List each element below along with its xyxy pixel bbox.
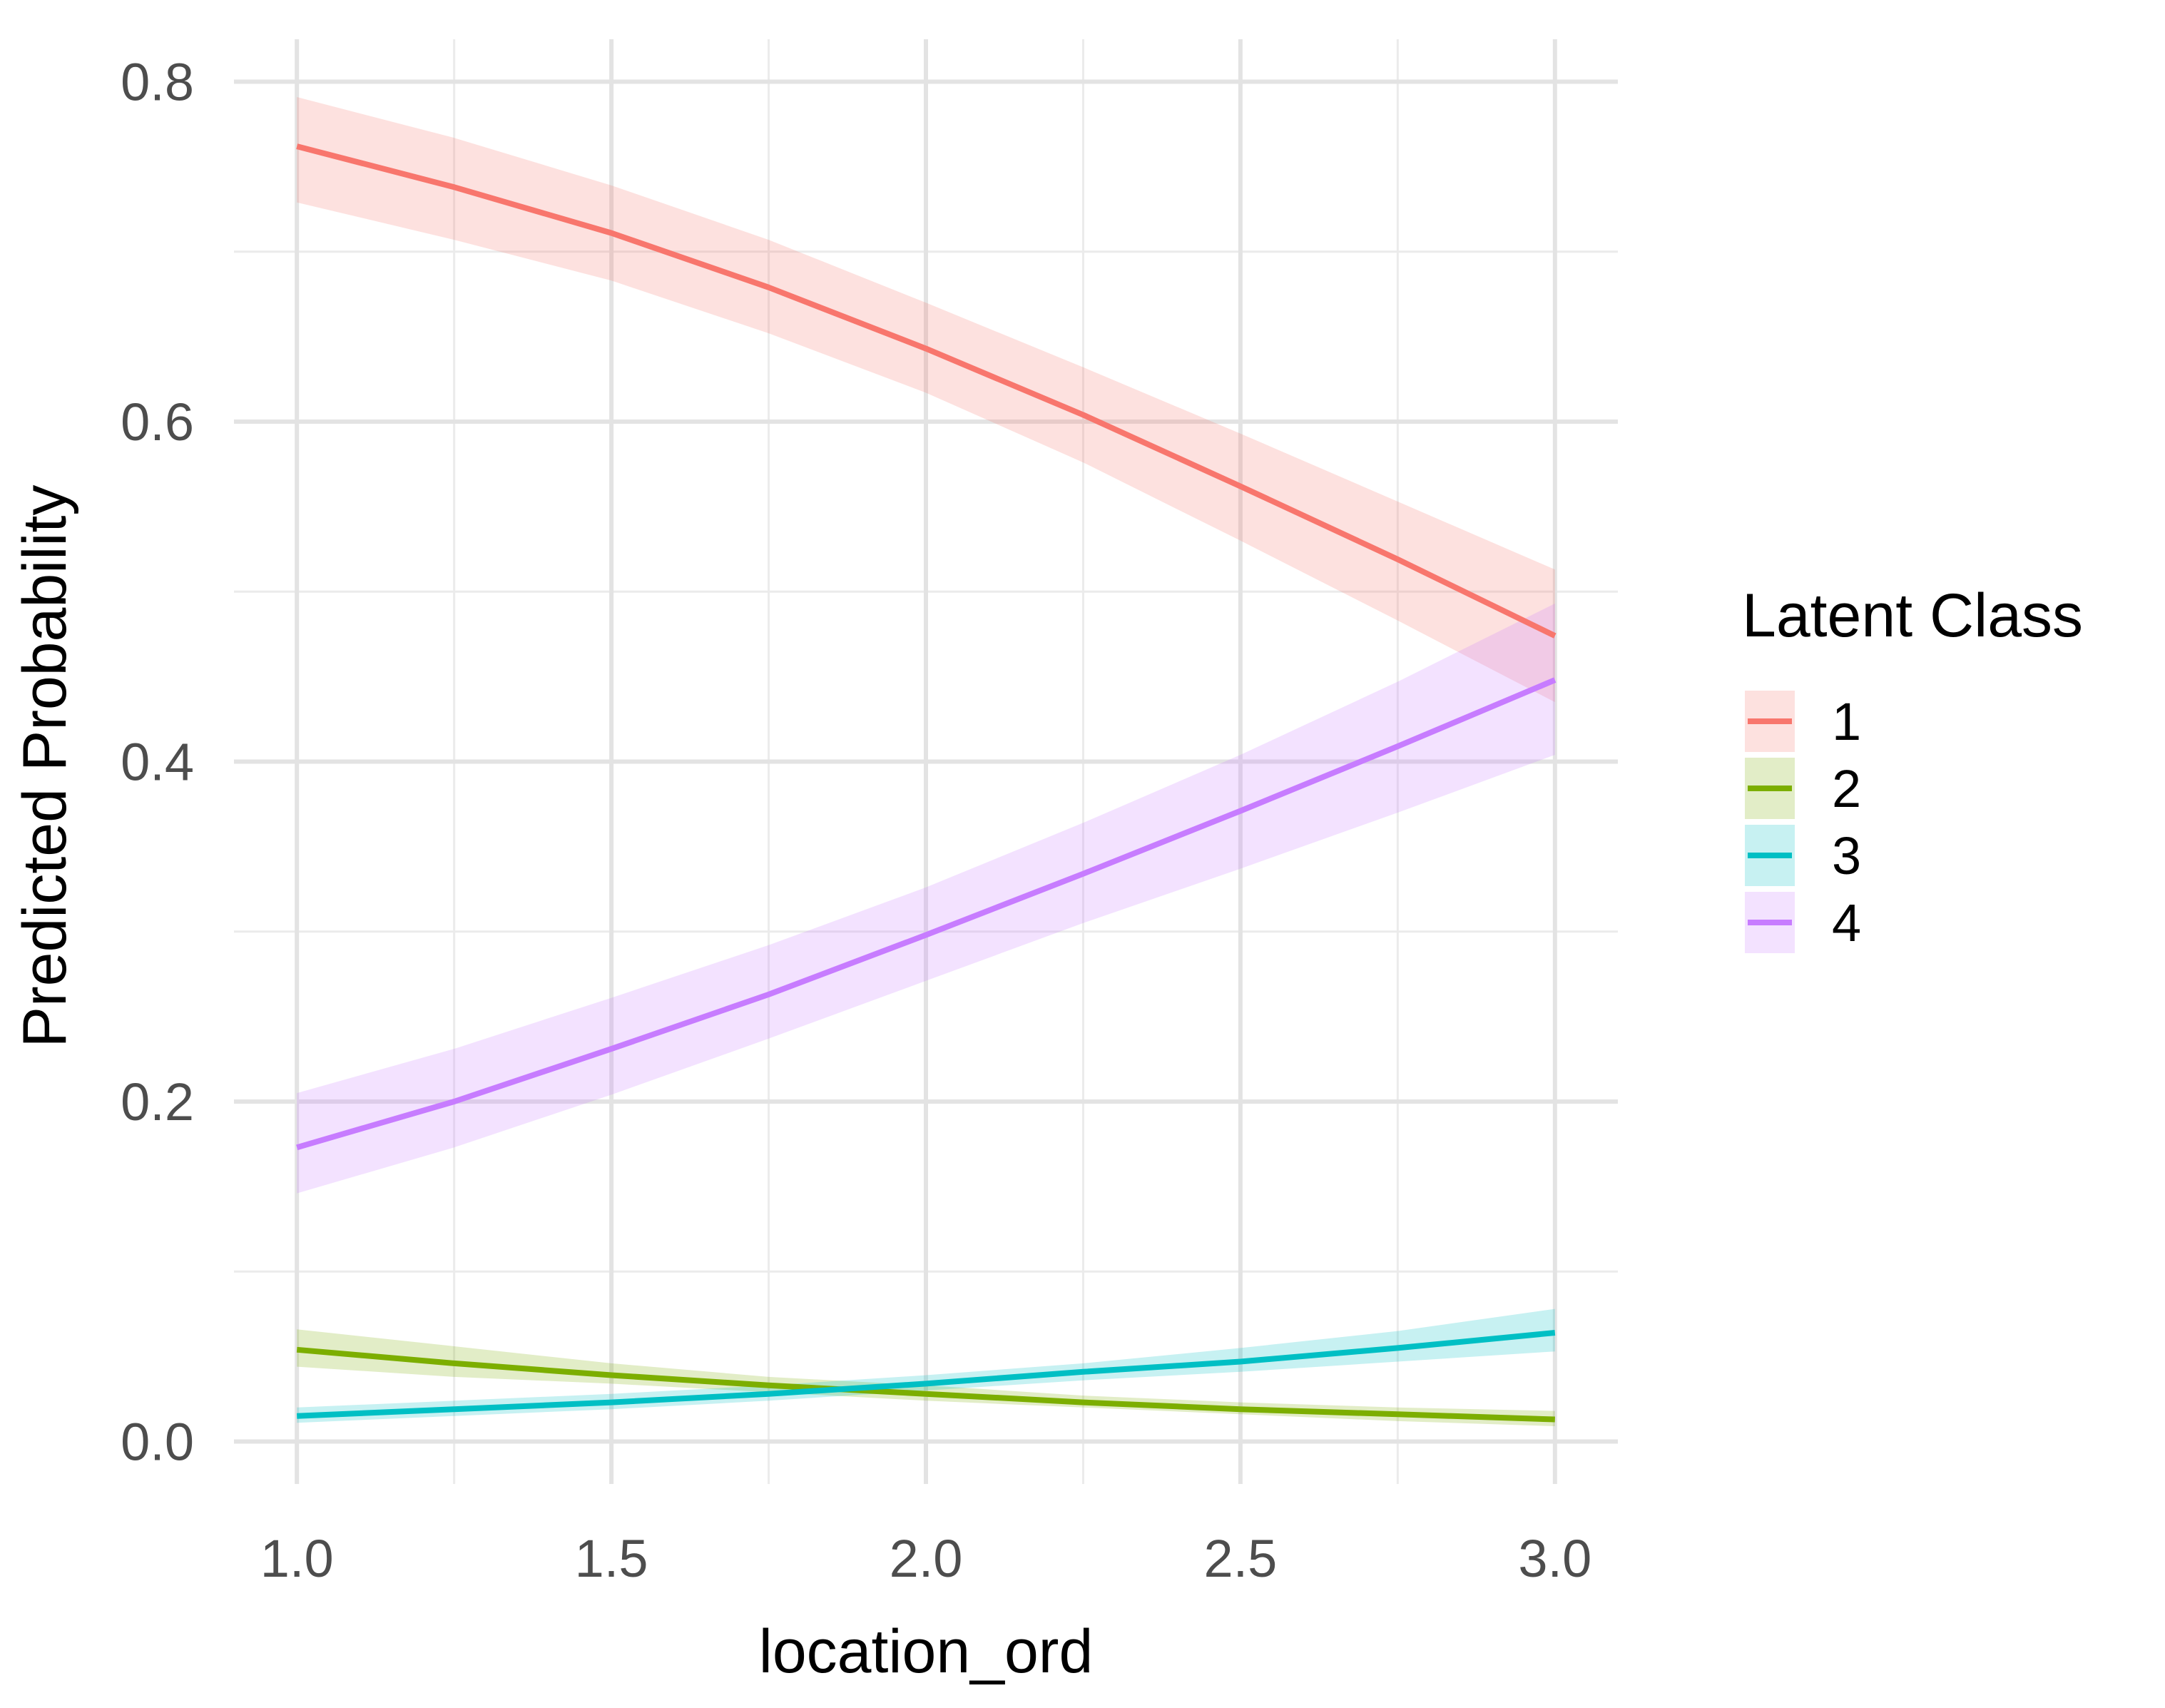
x-tick-label: 1.0 [260,1529,334,1588]
x-tick-label: 3.0 [1518,1529,1591,1588]
line-class-3 [297,1330,1556,1419]
legend-title: Latent Class [1742,581,2083,650]
x-axis-title: location_ord [759,1617,1094,1686]
y-tick-label: 0.8 [121,53,194,112]
legend-label-class-4: 4 [1832,893,1861,952]
line-class-4 [296,677,1557,1151]
legend-label-class-3: 3 [1832,826,1861,885]
line-class-1 [296,143,1557,639]
legend-label-class-1: 1 [1832,692,1861,751]
legend-keys: 1 2 3 4 [1745,691,1861,953]
y-tick-label: 0.6 [121,392,194,452]
y-tick-label: 0.0 [121,1412,194,1471]
x-axis-tick-labels: 1.0 1.5 2.0 2.5 3.0 [260,1529,1592,1588]
ribbon-class-1 [297,97,1555,703]
major-gridlines [234,39,1618,1484]
line-class-2 [296,1346,1555,1423]
y-axis-tick-labels: 0.0 0.2 0.4 0.6 0.8 [121,53,194,1472]
y-tick-label: 0.4 [121,733,194,792]
y-axis-title: Predicted Probability [11,485,79,1048]
x-tick-label: 2.5 [1203,1529,1277,1588]
y-tick-label: 0.2 [121,1072,194,1132]
x-tick-label: 1.5 [575,1529,648,1588]
ribbon-class-3 [297,1308,1555,1423]
series-lines [296,143,1557,1423]
legend: Latent Class 1 2 3 4 [1742,581,2083,953]
legend-label-class-2: 2 [1832,759,1861,818]
x-tick-label: 2.0 [890,1529,963,1588]
